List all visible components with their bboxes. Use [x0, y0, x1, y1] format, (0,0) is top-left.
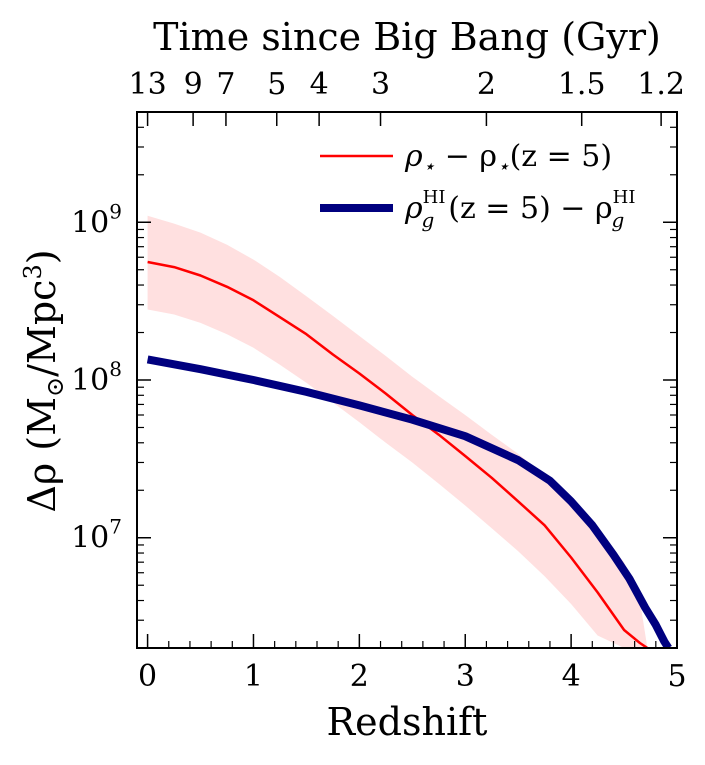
top-tick-label-7: 1.5 [558, 67, 606, 102]
plot-content [146, 215, 672, 648]
legend-gas-sub2: g [611, 208, 624, 232]
top-tick-label-8: 1.2 [637, 67, 685, 102]
legend-stars-rest: − ρ [435, 139, 497, 174]
y-tick-base: 10 [71, 363, 109, 398]
legend-gas-sup2: HI [613, 187, 636, 208]
y-label-cubed: 3 [19, 264, 47, 279]
top-tick-label-2: 7 [216, 67, 235, 102]
legend-gas-rho: ρ [404, 191, 423, 226]
x-tick-label-3: 3 [456, 659, 475, 694]
y-tick-label-8: 108 [71, 357, 122, 398]
legend-stars-tail: (z = 5) [510, 139, 613, 174]
y-label-mid: /Mpc [20, 280, 64, 377]
y-tick-base: 10 [71, 205, 109, 240]
x-tick-label-5: 5 [667, 659, 686, 694]
y-label-prefix: Δρ (M [20, 397, 64, 513]
y-label-sun-symbol: ⊙ [41, 377, 69, 397]
legend-stars-sub2: ⋆ [497, 154, 510, 178]
x-tick-label-4: 4 [562, 659, 581, 694]
top-tick-label-3: 5 [267, 67, 286, 102]
top-tick-label-5: 3 [371, 67, 390, 102]
y-tick-base: 10 [71, 521, 109, 556]
top-axis-title: Time since Big Bang (Gyr) [153, 15, 661, 59]
top-tick-label-4: 4 [310, 67, 329, 102]
legend: ρ⋆ − ρ⋆(z = 5) ρHI g (z = 5) − ρHI g [320, 139, 635, 232]
y-tick-label-7: 107 [71, 515, 122, 556]
stars-uncertainty-band [147, 215, 648, 648]
y-tick-label-9: 109 [71, 199, 122, 240]
x-tick-label-1: 1 [244, 659, 263, 694]
legend-gas-rest: (z = 5) − ρ [448, 191, 612, 226]
legend-label-gas: ρHI g (z = 5) − ρHI g [404, 187, 635, 232]
legend-gas-sup: HI [423, 187, 446, 208]
top-tick-label-1: 9 [184, 67, 203, 102]
legend-gas-sub: g [421, 208, 434, 232]
x-axis-label: Redshift [327, 700, 488, 744]
y-tick-exponent: 7 [109, 515, 122, 539]
y-axis-label: Δρ (M⊙/Mpc3) [19, 249, 69, 512]
plot-area [146, 215, 672, 648]
legend-label-stars: ρ⋆ − ρ⋆(z = 5) [404, 139, 612, 178]
x-tick-label-0: 0 [138, 659, 157, 694]
y-label-suffix: ) [20, 249, 64, 264]
legend-stars-rho: ρ [404, 139, 423, 174]
legend-stars-sub: ⋆ [423, 154, 436, 178]
y-tick-exponent: 8 [109, 357, 122, 381]
top-tick-label-0: 13 [128, 67, 166, 102]
stars-density-line [147, 260, 649, 648]
x-tick-label-2: 2 [350, 659, 369, 694]
gas-density-line [146, 355, 672, 648]
y-tick-exponent: 9 [109, 199, 122, 223]
top-tick-label-6: 2 [477, 67, 496, 102]
